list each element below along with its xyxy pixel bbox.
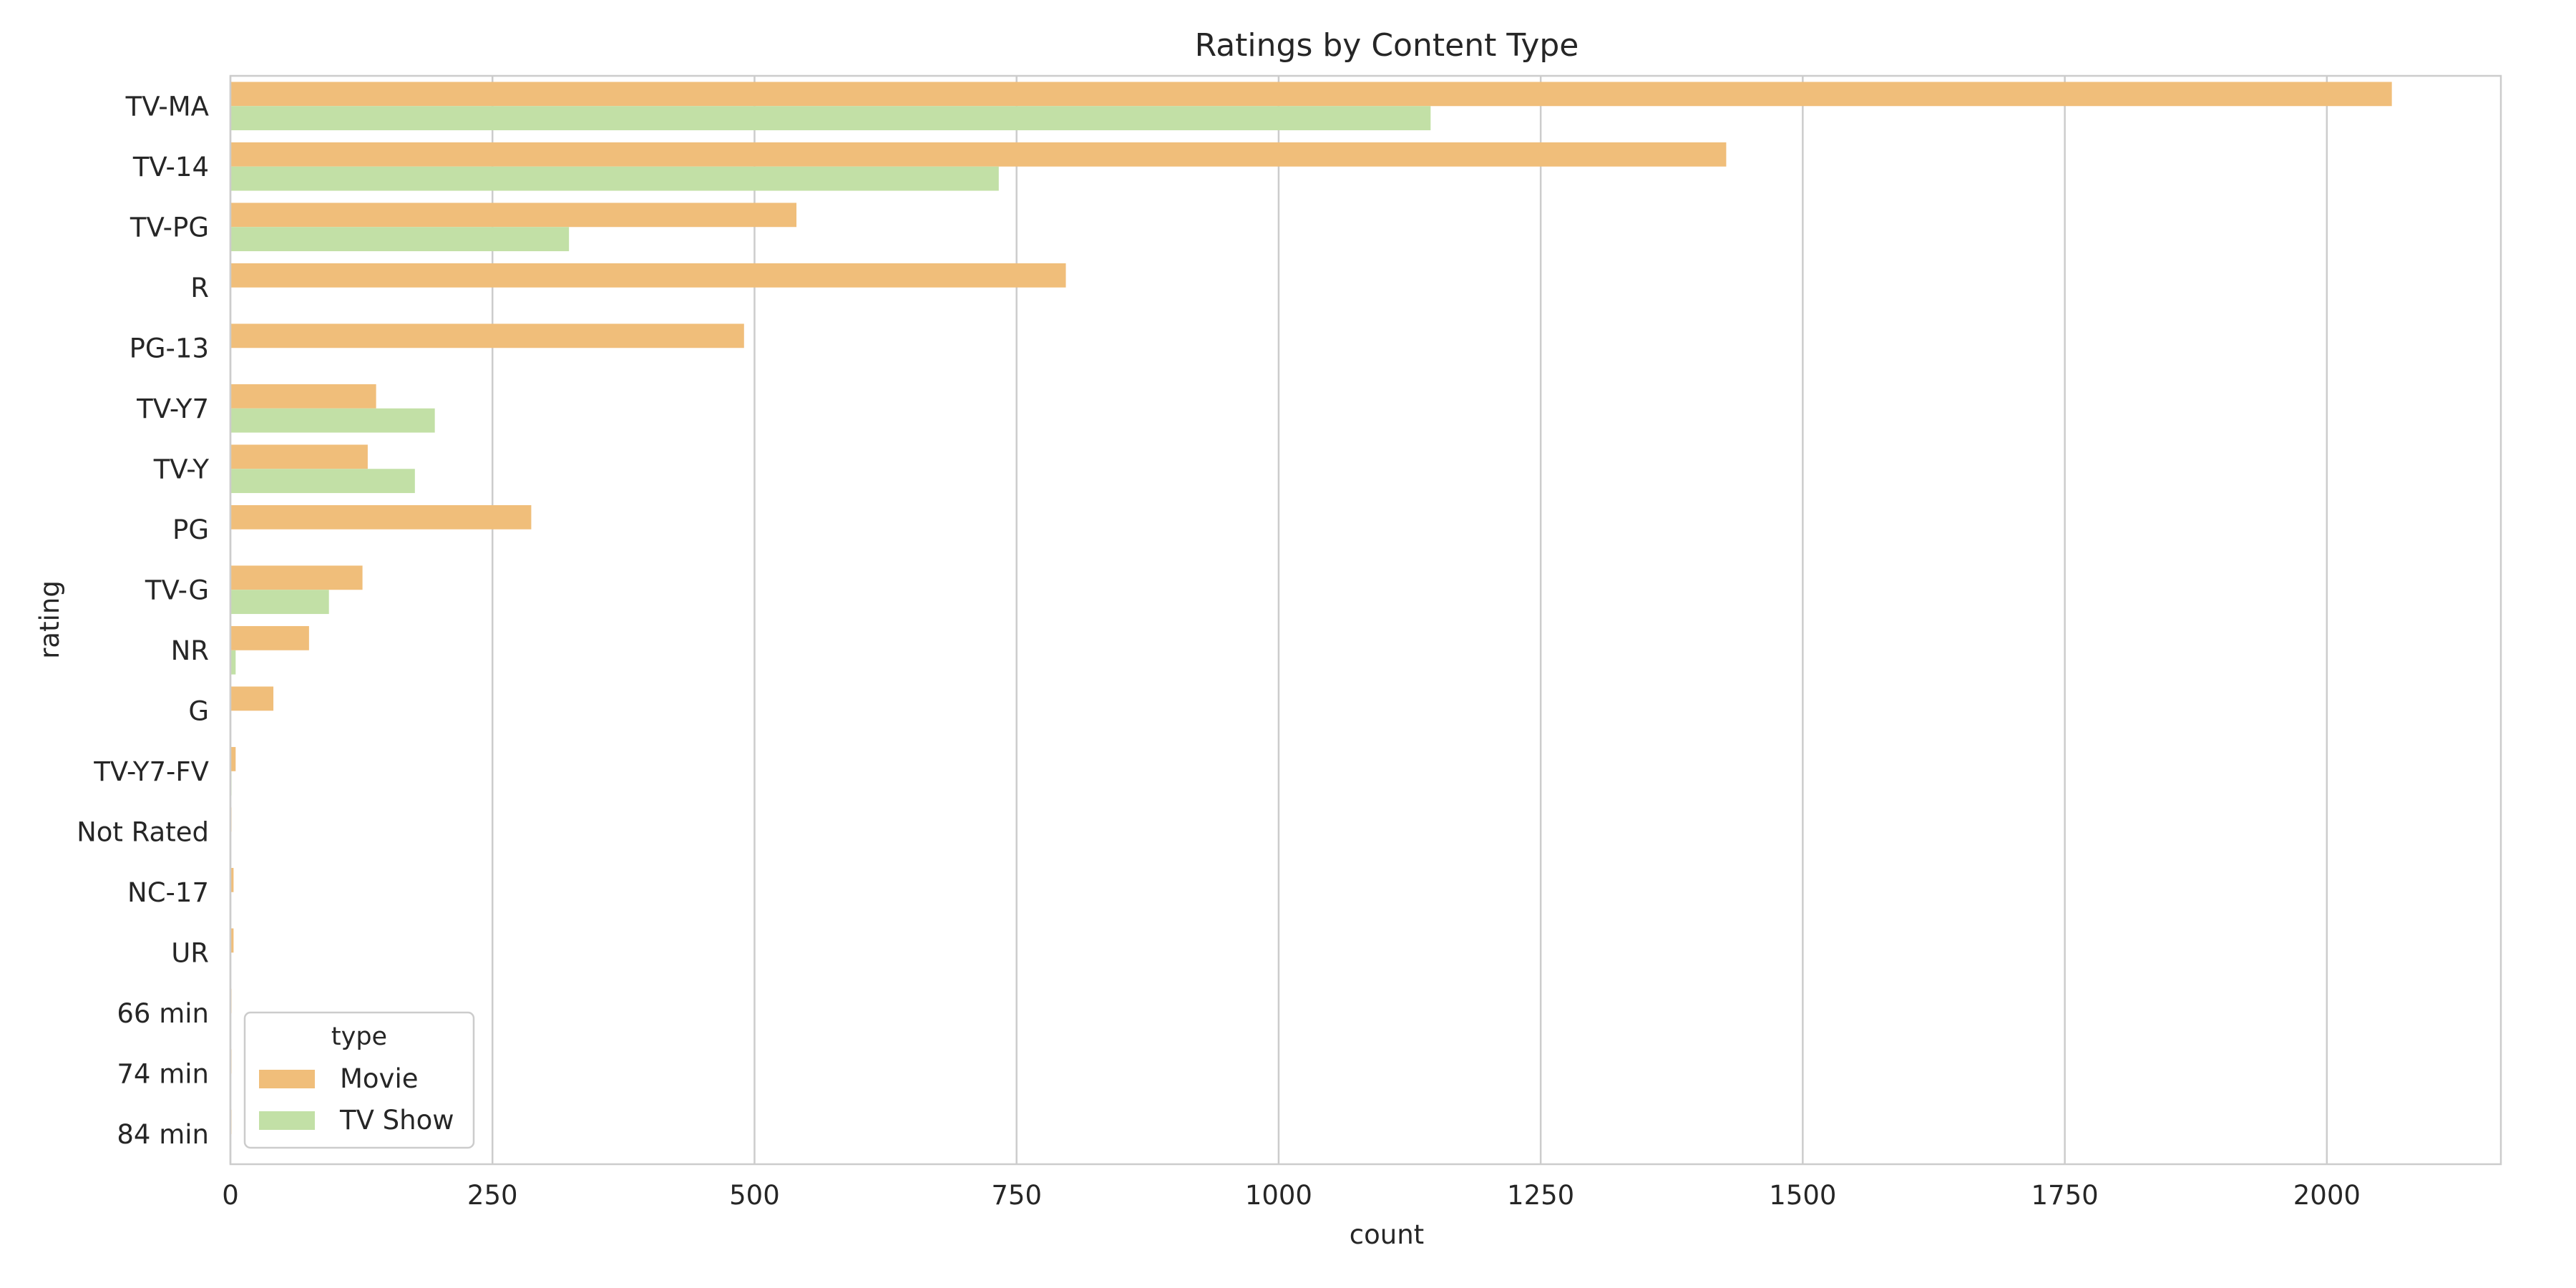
legend: type Movie TV Show: [243, 1011, 475, 1149]
y-tick-label-74-min: 74 min: [117, 1058, 209, 1089]
bars-group: [230, 82, 2392, 1134]
bar-movie-g: [230, 686, 274, 711]
x-axis-label: count: [1350, 1219, 1424, 1250]
bar-movie-tv-ma: [230, 82, 2392, 107]
y-tick-label-tv-pg: TV-PG: [130, 212, 209, 243]
y-tick-label-not-rated: Not Rated: [77, 816, 209, 847]
y-tick-label-tv-14: TV-14: [132, 152, 209, 182]
legend-swatch-tv-show: [259, 1111, 315, 1130]
y-tick-label-nr: NR: [171, 635, 209, 666]
y-tick-label-r: R: [190, 273, 209, 303]
bar-movie-ur: [230, 928, 234, 953]
y-tick-label-tv-y7: TV-Y7: [136, 394, 209, 424]
legend-label-movie: Movie: [340, 1063, 419, 1094]
bar-movie-tv-pg: [230, 203, 797, 228]
y-tick-label-tv-ma: TV-MA: [125, 91, 209, 122]
y-tick-label-ur: UR: [171, 937, 209, 968]
x-tick-label-500: 500: [729, 1180, 780, 1211]
legend-title: type: [331, 1023, 387, 1051]
x-tick-label-0: 0: [222, 1180, 239, 1211]
x-tick-label-1750: 1750: [2031, 1180, 2099, 1211]
y-tick-labels: TV-MA TV-14 TV-PG R PG-13 TV-Y7 TV-Y PG TV-G NR GT…: [77, 91, 209, 1150]
bar-movie-pg: [230, 504, 532, 530]
bar-movie-r: [230, 263, 1066, 288]
y-axis-label: rating: [34, 580, 65, 659]
bar-tv-show-tv-y7: [230, 408, 435, 433]
x-tick-label-250: 250: [467, 1180, 518, 1211]
x-tick-label-2000: 2000: [2293, 1180, 2361, 1211]
bar-movie-nc-17: [230, 867, 234, 892]
y-tick-label-pg-13: PG-13: [130, 333, 209, 364]
x-tick-labels: 0 250 500 750 1000 1250 1500 1750 2000: [222, 1180, 2361, 1211]
y-tick-label-nc-17: NC-17: [127, 877, 209, 908]
y-tick-label-tv-y7-fv: TV-Y7-FV: [93, 756, 209, 787]
x-tick-label-1000: 1000: [1245, 1180, 1312, 1211]
legend-swatch-movie: [259, 1070, 315, 1088]
x-tick-label-1250: 1250: [1507, 1180, 1574, 1211]
bar-tv-show-tv-14: [230, 166, 999, 191]
bar-movie-nr: [230, 625, 309, 650]
plot-frame: [229, 74, 2502, 1166]
y-tick-label-tv-g: TV-G: [145, 575, 209, 605]
y-tick-label-84-min: 84 min: [117, 1119, 209, 1150]
x-tick-label-1500: 1500: [1769, 1180, 1836, 1211]
bar-movie-tv-y7-fv: [230, 746, 236, 771]
bar-tv-show-tv-pg: [230, 227, 570, 252]
chart-title: Ratings by Content Type: [1195, 27, 1579, 64]
y-tick-label-g: G: [188, 696, 209, 726]
y-tick-label-66-min: 66 min: [117, 998, 209, 1029]
legend-label-tv-show: TV Show: [339, 1105, 454, 1136]
bar-movie-pg-13: [230, 323, 744, 348]
bar-movie-tv-y7: [230, 384, 376, 409]
bar-movie-tv-g: [230, 565, 363, 590]
x-tick-label-750: 750: [991, 1180, 1042, 1211]
bar-movie-tv-y: [230, 444, 368, 469]
bar-tv-show-tv-g: [230, 590, 329, 615]
bar-tv-show-tv-ma: [230, 106, 1431, 131]
bar-tv-show-nr: [230, 650, 236, 675]
y-tick-label-pg: PG: [172, 514, 209, 545]
bar-tv-show-tv-y: [230, 469, 415, 494]
y-tick-label-tv-y: TV-Y: [153, 454, 210, 484]
bar-movie-tv-14: [230, 142, 1727, 167]
